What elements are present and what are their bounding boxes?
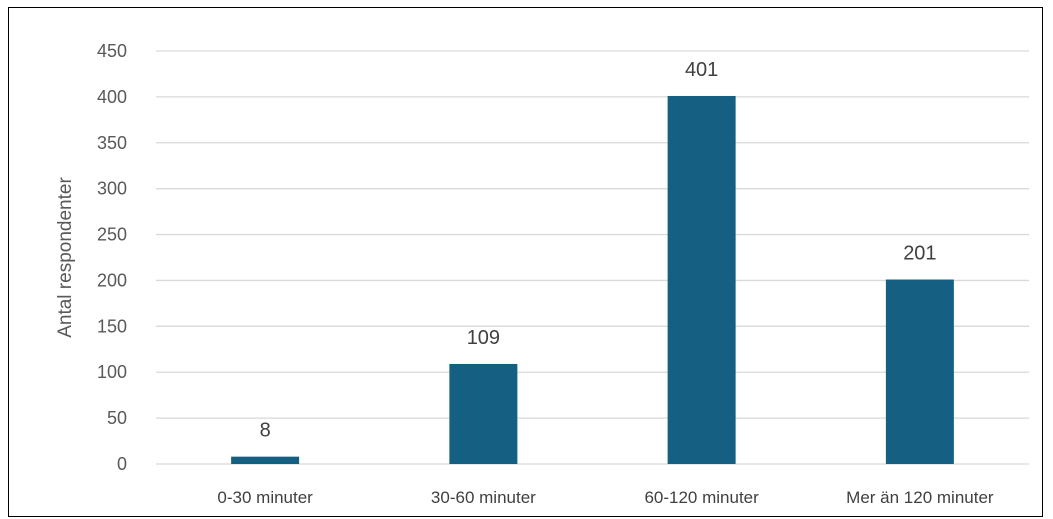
y-tick-label: 50 bbox=[107, 408, 127, 428]
y-tick-label: 100 bbox=[97, 362, 127, 382]
bar-chart: 0 50 100 150 200 250 300 350 400 450 8 109 401 201 0… bbox=[55, 41, 1029, 507]
y-tick-label: 400 bbox=[97, 87, 127, 107]
y-tick-label: 250 bbox=[97, 225, 127, 245]
y-tick-label: 300 bbox=[97, 179, 127, 199]
x-category-label: 30-60 minuter bbox=[431, 488, 536, 507]
y-tick-label: 150 bbox=[97, 316, 127, 336]
data-label: 201 bbox=[903, 243, 936, 265]
bars bbox=[231, 95, 954, 465]
x-category-label: Mer än 120 minuter bbox=[846, 488, 994, 507]
x-axis-categories: 0-30 minuter 30-60 minuter 60-120 minuter M… bbox=[217, 488, 994, 507]
bar bbox=[449, 363, 518, 464]
y-tick-label: 350 bbox=[97, 133, 127, 153]
y-axis-ticks: 0 50 100 150 200 250 300 350 400 450 bbox=[97, 41, 127, 474]
x-category-label: 0-30 minuter bbox=[217, 488, 313, 507]
y-tick-label: 200 bbox=[97, 270, 127, 290]
bar bbox=[231, 456, 300, 464]
data-label: 8 bbox=[260, 420, 271, 442]
x-category-label: 60-120 minuter bbox=[644, 488, 759, 507]
data-label: 401 bbox=[685, 59, 718, 81]
data-labels: 8 109 401 201 bbox=[260, 59, 937, 442]
data-label: 109 bbox=[467, 327, 500, 349]
bar bbox=[885, 279, 954, 464]
chart-frame: 0 50 100 150 200 250 300 350 400 450 8 109 401 201 0… bbox=[8, 7, 1043, 517]
y-tick-label: 450 bbox=[97, 41, 127, 61]
bar bbox=[667, 95, 736, 465]
y-axis-title: Antal respondenter bbox=[55, 177, 76, 338]
y-tick-label: 0 bbox=[117, 454, 127, 474]
gridlines bbox=[156, 50, 1029, 465]
